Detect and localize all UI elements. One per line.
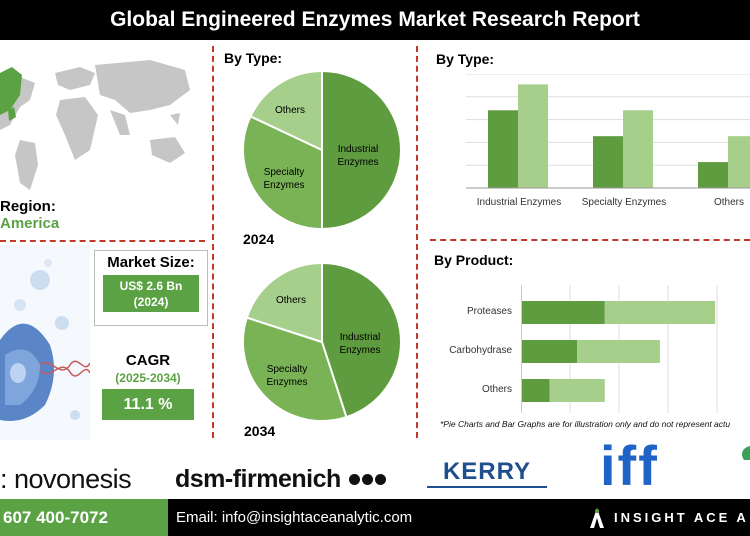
pie-slice [242, 316, 348, 422]
pie-label-others: Others [274, 105, 305, 116]
dot-icon [361, 474, 373, 485]
region-value: America [0, 215, 60, 232]
bar [623, 110, 653, 188]
world-map [0, 60, 190, 190]
product-category-label: Others [481, 384, 512, 395]
market-size-box: US$ 2.6 Bn (2024) [103, 275, 199, 312]
cagr-value: 11.1 % [102, 389, 194, 420]
dot-icon [348, 474, 360, 485]
pie-year-2024: 2024 [243, 231, 275, 247]
bar [698, 162, 728, 188]
bar [518, 84, 548, 188]
dsm-firmenich-text: dsm-firmenich [175, 465, 341, 493]
cagr-period: (2025-2034) [115, 371, 181, 385]
pie-slice [249, 70, 323, 152]
divider [0, 240, 205, 242]
pie-slice [321, 70, 402, 230]
bar [522, 340, 578, 363]
market-size-label: Market Size: [107, 254, 195, 271]
bar [593, 136, 623, 188]
bar-chart-title: By Type: [436, 51, 495, 67]
bar-category-label: Others [713, 197, 744, 208]
pie-slice [242, 115, 323, 230]
bar-chart-by-product [521, 285, 718, 413]
pie-year-2034: 2034 [244, 423, 276, 439]
page-title: Global Engineered Enzymes Market Researc… [0, 0, 750, 40]
pie-chart-2024 [242, 70, 402, 230]
market-size-year: (2024) [133, 295, 169, 309]
pie-chart-2034 [242, 262, 402, 422]
bar-category-label: Industrial Enzymes [476, 197, 562, 208]
partial-logo-icon [742, 446, 750, 460]
divider [430, 239, 750, 241]
footer-bar: 607 400-7072 Email: info@insightaceanaly… [0, 499, 750, 536]
cagr-label: CAGR [125, 352, 171, 369]
insight-ace-logo-icon [590, 508, 604, 528]
market-size-value: US$ 2.6 Bn [119, 279, 183, 293]
bar [488, 110, 518, 188]
pie-label-industrial: Industrial Enzymes [337, 144, 379, 168]
bar [604, 301, 716, 324]
pie-label-specialty: Specialty Enzymes [266, 364, 308, 388]
flask-dna-illustration [0, 245, 90, 440]
dsm-firmenich-logo: dsm-firmenich [175, 465, 386, 494]
bar [577, 340, 660, 363]
kerry-logo: KERRY [427, 460, 547, 488]
pie-label-industrial: Industrial Enzymes [339, 332, 381, 356]
bar [522, 301, 605, 324]
footer-email[interactable]: Email: info@insightaceanalytic.com [176, 509, 413, 526]
novonesis-logo: : novonesis [0, 464, 132, 494]
pie-slice [321, 262, 402, 419]
product-category-label: Carbohydrase [449, 345, 512, 356]
footer-phone[interactable]: 607 400-7072 [0, 499, 168, 536]
bar [522, 379, 550, 402]
pie-section-title: By Type: [224, 50, 283, 66]
kerry-text: KERRY [442, 458, 532, 485]
iff-logo: iff [600, 434, 659, 497]
product-chart-title: By Product: [434, 252, 514, 268]
market-size-card: Market Size: US$ 2.6 Bn (2024) [94, 250, 208, 326]
divider [416, 46, 418, 438]
kerry-underline [427, 486, 547, 488]
pie-label-specialty: Specialty Enzymes [263, 167, 305, 191]
bar [728, 136, 750, 188]
pie-slice [245, 262, 323, 344]
dot-icon [374, 474, 386, 485]
disclaimer-note: *Pie Charts and Bar Graphs are for illus… [440, 419, 731, 429]
bar-category-label: Specialty Enzymes [581, 197, 667, 208]
product-category-label: Proteases [466, 306, 512, 317]
bar-chart-by-type [466, 74, 750, 189]
pie-label-others: Others [275, 295, 306, 306]
bar [549, 379, 605, 402]
region-label: Region: [0, 198, 56, 215]
footer-brand: INSIGHT ACE A [614, 510, 749, 525]
divider [212, 46, 214, 438]
